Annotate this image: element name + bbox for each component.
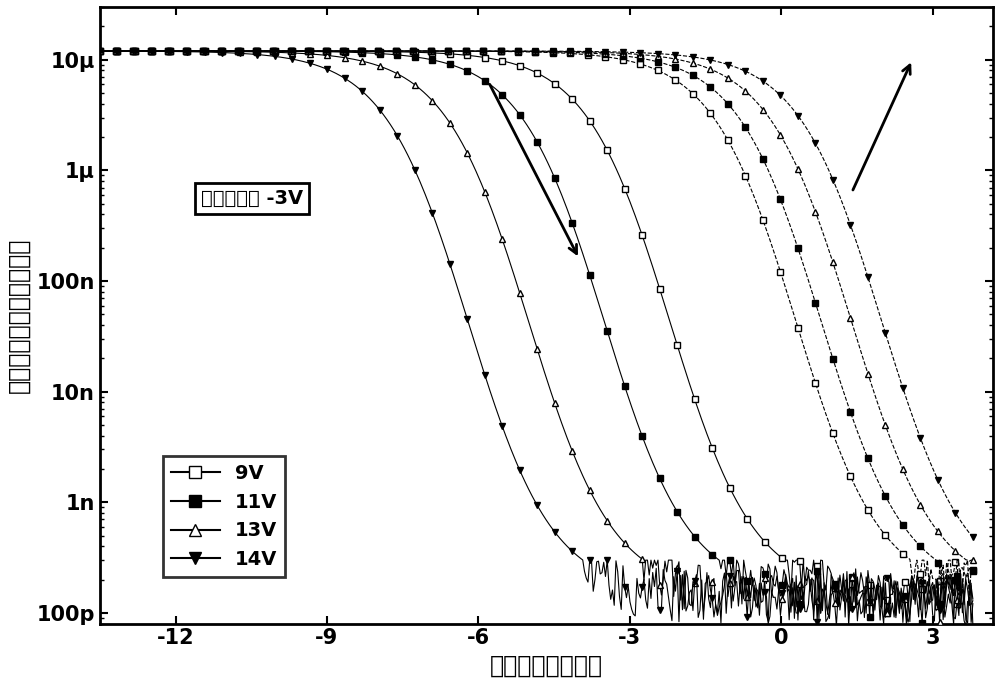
Y-axis label: 漏极电流绝对值（安帹）: 漏极电流绝对值（安帹）: [7, 238, 31, 393]
Text: 漏极电压： -3V: 漏极电压： -3V: [201, 188, 303, 208]
X-axis label: 栊极电压（伏特）: 栊极电压（伏特）: [490, 654, 603, 678]
Legend: 9V, 11V, 13V, 14V: 9V, 11V, 13V, 14V: [163, 456, 285, 577]
